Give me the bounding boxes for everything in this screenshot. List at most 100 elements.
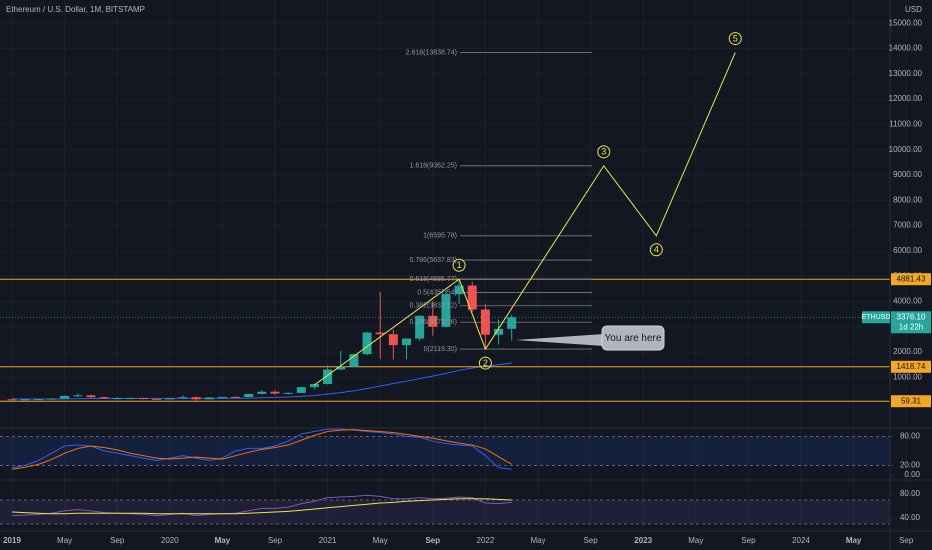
oscillator-line bbox=[11, 494, 512, 517]
fib-label: 0.786(5637.83) bbox=[410, 257, 457, 264]
y-tick-label: 4000.00 bbox=[893, 297, 922, 306]
oscillator-line bbox=[11, 498, 512, 515]
candle-body bbox=[217, 396, 227, 398]
candle-body bbox=[402, 338, 411, 346]
x-tick-label: Sep bbox=[425, 536, 440, 545]
x-tick-label: Sep bbox=[268, 536, 283, 545]
callout-box bbox=[601, 325, 665, 351]
fib-label: 0.5(4357.54) bbox=[417, 289, 457, 296]
candle-body bbox=[139, 398, 148, 400]
candle-body bbox=[507, 317, 517, 329]
y-tick-label: 15000.00 bbox=[889, 18, 923, 27]
symbol-label: ETHUSD bbox=[862, 314, 891, 321]
band-fill bbox=[0, 436, 890, 466]
candle-body bbox=[428, 315, 438, 327]
wave-label: 1 bbox=[457, 260, 462, 270]
oscillator-line bbox=[11, 428, 512, 470]
candle-body bbox=[99, 397, 109, 399]
y-tick-label: 80.00 bbox=[900, 431, 921, 440]
plot bbox=[0, 52, 890, 525]
grid bbox=[0, 0, 906, 531]
y-tick-label: 11000.00 bbox=[889, 119, 922, 128]
candle-body bbox=[86, 395, 96, 398]
oscillator-line bbox=[11, 429, 512, 470]
y-tick-label: 40.00 bbox=[900, 513, 921, 522]
symbol-tag bbox=[862, 311, 890, 324]
x-tick-label: 2022 bbox=[477, 536, 495, 545]
moving-average bbox=[11, 362, 512, 400]
y-tick-label: 8000.00 bbox=[893, 195, 922, 204]
candle-body bbox=[46, 398, 56, 400]
x-tick-label: Sep bbox=[899, 536, 914, 545]
candle-body bbox=[20, 399, 30, 401]
candle-body bbox=[112, 398, 122, 400]
x-tick-label: Sep bbox=[741, 536, 756, 545]
candle-body bbox=[178, 397, 188, 399]
candle-body bbox=[7, 399, 17, 401]
chart-title: Ethereum / U.S. Dollar, 1M, BITSTAMP bbox=[6, 5, 145, 14]
x-tick-label: 2021 bbox=[319, 536, 337, 545]
wave-label: 3 bbox=[601, 147, 606, 157]
candle-body bbox=[362, 332, 372, 355]
countdown: 1d 22h bbox=[899, 322, 923, 331]
y-tick-label: 6000.00 bbox=[893, 246, 922, 255]
candle-body bbox=[204, 397, 214, 400]
candle-body bbox=[323, 369, 333, 385]
candle-body bbox=[454, 285, 464, 295]
fib-label: 1.618(9362.25) bbox=[410, 163, 457, 170]
currency: USD bbox=[905, 5, 922, 14]
level-tag bbox=[891, 273, 931, 286]
y-tick-label: 13000.00 bbox=[889, 69, 923, 78]
wave-circle bbox=[452, 258, 466, 272]
band-fill bbox=[0, 500, 890, 524]
fib-label: 0(2119.30) bbox=[424, 346, 457, 353]
candle-body bbox=[309, 384, 319, 388]
x-tick-label: May bbox=[846, 536, 862, 545]
candle-body bbox=[441, 294, 451, 327]
candle-body bbox=[283, 392, 293, 394]
y-tick-label: 12000.00 bbox=[889, 94, 923, 103]
level-label: 1418.74 bbox=[897, 362, 926, 371]
level-tag bbox=[891, 395, 931, 408]
wave-line bbox=[314, 52, 736, 386]
candle-body bbox=[231, 396, 241, 398]
x-tick-label: 2023 bbox=[634, 536, 652, 545]
level-label: 4881.43 bbox=[897, 274, 926, 283]
x-tick-label: Sep bbox=[110, 536, 125, 545]
candle-body bbox=[125, 398, 135, 400]
fib-label: 1(6595.78) bbox=[423, 233, 457, 240]
x-tick-label: May bbox=[530, 536, 545, 545]
candle-body bbox=[296, 387, 306, 393]
x-tick-label: May bbox=[215, 536, 231, 545]
candle-body bbox=[244, 393, 254, 398]
fib-label: 2.618(13838.74) bbox=[406, 49, 457, 56]
x-tick-label: May bbox=[373, 536, 388, 545]
candle-body bbox=[415, 315, 425, 339]
wave-label: 4 bbox=[654, 245, 659, 255]
x-tick-label: 2020 bbox=[161, 536, 179, 545]
wave-circle bbox=[728, 32, 742, 46]
candle-body bbox=[480, 309, 490, 335]
price-label: 3376.10 bbox=[897, 312, 926, 321]
candle-body bbox=[375, 332, 385, 335]
y-tick-label: 7000.00 bbox=[893, 221, 922, 230]
y-tick-label: 20.00 bbox=[900, 460, 921, 469]
wave-circle bbox=[649, 243, 663, 257]
y-tick-label: 14000.00 bbox=[889, 44, 923, 53]
fib-label: 0.382(3832.12) bbox=[410, 303, 457, 310]
wave-label: 2 bbox=[483, 358, 488, 368]
fib-label: 0.236(3179.26) bbox=[410, 319, 457, 326]
y-tick-label: 10000.00 bbox=[889, 145, 923, 154]
x-tick-label: Sep bbox=[583, 536, 598, 545]
x-tick-label: 2024 bbox=[792, 536, 810, 545]
y-tick-label: 1000.00 bbox=[893, 373, 922, 382]
candle-body bbox=[349, 354, 359, 367]
candle-body bbox=[73, 395, 83, 397]
wave-circle bbox=[597, 145, 611, 159]
wave-label: 5 bbox=[733, 33, 738, 43]
wave-circle bbox=[478, 356, 492, 370]
